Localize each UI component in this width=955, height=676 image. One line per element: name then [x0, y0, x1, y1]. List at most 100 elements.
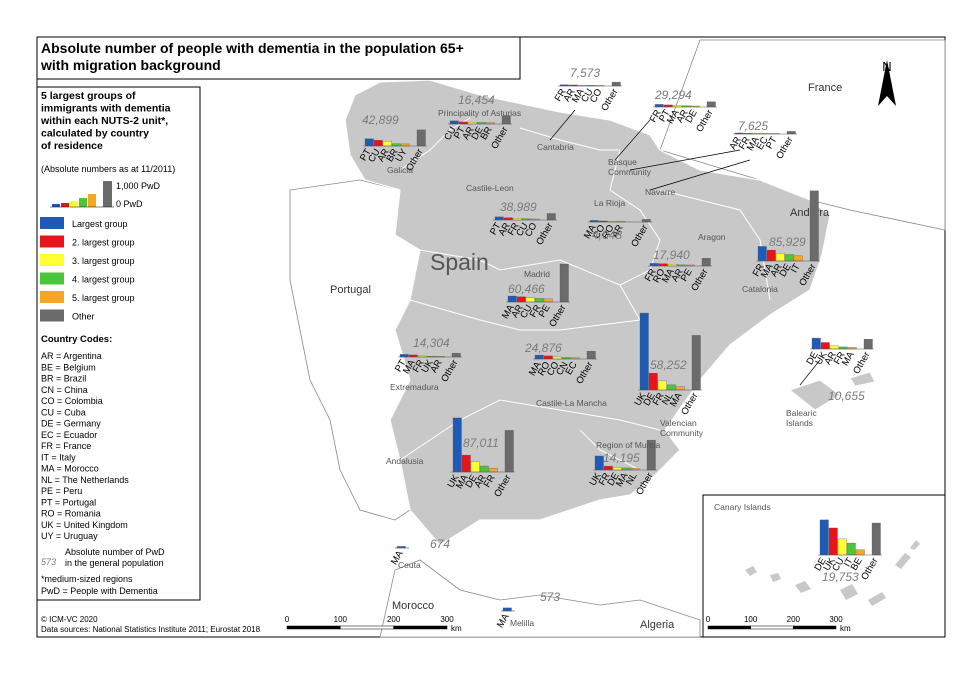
country-code: CN = China [41, 385, 88, 395]
country-name: Algeria [640, 619, 675, 631]
bar [373, 140, 383, 147]
bar [701, 258, 711, 267]
bar [820, 342, 830, 350]
bar [621, 467, 631, 471]
bar-code: NL [624, 471, 640, 487]
bar [639, 312, 649, 391]
bar [871, 522, 881, 556]
legend-heading: calculated by country [41, 128, 149, 140]
country-code: DE = Germany [41, 419, 101, 429]
bar-code: PT [657, 108, 673, 124]
region-name: Catalonia [742, 284, 778, 294]
north-arrow [878, 60, 896, 106]
country-code: PE = Peru [41, 486, 82, 496]
country-code: IT = Italy [41, 452, 76, 462]
region-name: Galicia [387, 165, 413, 175]
region-name: Community [608, 167, 652, 177]
region-total: 58,252 [650, 358, 687, 372]
region-name: Ceuta [398, 560, 421, 570]
bar [658, 263, 668, 267]
legend-swatch [40, 217, 64, 229]
bar-code: PE [537, 303, 553, 319]
legend-heading: of residence [41, 140, 103, 152]
bar [649, 263, 659, 267]
legend-item-label: Other [72, 312, 95, 322]
bar [811, 337, 821, 350]
region-name: Cantabria [537, 142, 574, 152]
country-code: RO = Romania [41, 509, 101, 519]
bar [855, 549, 865, 556]
region-total: 14,304 [413, 336, 450, 350]
bar-code: PT [393, 358, 409, 374]
leader-lines [549, 109, 821, 386]
country-code: CO = Colombia [41, 396, 103, 406]
scale-segment [750, 625, 794, 630]
bar [470, 461, 480, 473]
bar [586, 351, 596, 360]
scale-unit: km [451, 624, 462, 633]
bar [382, 141, 392, 147]
bar [641, 219, 651, 223]
title: Absolute number of people with dementia … [41, 40, 464, 56]
bar [663, 104, 673, 108]
region-total: 60,466 [508, 282, 545, 296]
region-name: Canary Islands [714, 502, 771, 512]
region-total: 7,625 [738, 119, 768, 133]
country-name: France [808, 82, 842, 94]
scale-label: 100 [334, 615, 348, 624]
footnote: *medium-sized regions [41, 574, 133, 584]
north-label: N [882, 59, 891, 74]
inset-frame [702, 494, 946, 638]
legend-sample-bar [103, 181, 112, 207]
credit: © ICM-VC 2020 [41, 615, 98, 624]
bar [757, 246, 767, 262]
bar-code: NL [660, 391, 676, 407]
bar [502, 607, 512, 612]
bar [543, 355, 553, 360]
bar [452, 417, 462, 473]
country-name: Portugal [330, 284, 371, 296]
country-code: UK = United Kingdom [41, 520, 128, 530]
region-name: Castile-Leon [466, 183, 514, 193]
country-code: UY = Uruguay [41, 531, 98, 541]
bar [400, 143, 410, 147]
region-name: Community [660, 428, 704, 438]
bar [611, 81, 621, 87]
region-name: Extremadura [390, 382, 439, 392]
bar [461, 454, 471, 473]
spain-mainland [344, 79, 831, 546]
region-name: Valencian [660, 418, 697, 428]
legend-heading: immigrants with dementia [41, 103, 171, 115]
bar [846, 542, 856, 556]
bar [364, 138, 374, 147]
bar-code: BE [849, 556, 865, 572]
credit: Data sources: National Statistics Instit… [41, 625, 261, 634]
spain-label: Spain [430, 249, 489, 275]
country-code: NL = The Netherlands [41, 475, 129, 485]
legend-sample-bar [79, 198, 87, 207]
region-name: Balearic [786, 408, 817, 418]
bar [675, 386, 685, 391]
country-code: PT = Portugal [41, 497, 96, 507]
legend-heading: 5 largest groups of [41, 90, 136, 102]
scale-label: 100 [744, 615, 758, 624]
region-total: 24,876 [524, 341, 562, 355]
region-borders [399, 117, 771, 471]
scale-label: 300 [440, 615, 454, 624]
bar [828, 527, 838, 556]
footnote: PwD = People with Dementia [41, 586, 158, 596]
codes-title: Country Codes: [41, 334, 112, 345]
legend-sample-bar [52, 204, 60, 207]
bar [819, 519, 829, 556]
scale-label: 0 [706, 615, 711, 624]
region-total: 42,899 [362, 113, 399, 127]
region-name: Navarre [645, 187, 676, 197]
legend-item-label: Largest group [72, 219, 128, 229]
bar [534, 354, 544, 360]
legend-item-label: 3. largest group [72, 256, 135, 266]
bar [829, 345, 839, 350]
scale-unit: km [840, 624, 851, 633]
bar [648, 372, 658, 391]
bar [559, 263, 569, 303]
scale-label: 0 [285, 615, 290, 624]
